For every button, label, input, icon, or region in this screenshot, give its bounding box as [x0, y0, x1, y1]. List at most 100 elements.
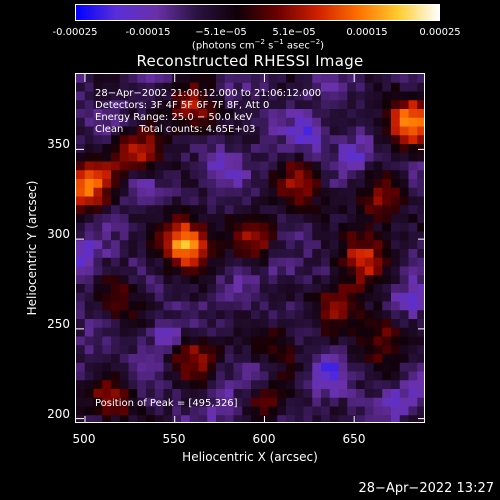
heatmap-cell — [277, 109, 287, 119]
heatmap-cell — [268, 196, 278, 206]
heatmap-cell — [84, 91, 95, 101]
heatmap-cell — [347, 214, 357, 224]
heatmap-cell — [119, 187, 130, 198]
heatmap-cell — [93, 109, 103, 119]
heatmap-cell — [181, 354, 191, 364]
heatmap-cell — [233, 196, 243, 206]
heatmap-cell — [364, 231, 375, 241]
heatmap-cell — [303, 397, 313, 408]
heatmap-cell — [163, 74, 173, 84]
heatmap-cell — [172, 310, 182, 320]
heatmap-cell — [408, 257, 418, 268]
heatmap-cell — [84, 336, 95, 346]
heatmap-cell — [189, 415, 200, 422]
heatmap-cell — [207, 214, 217, 224]
heatmap-cell — [277, 100, 287, 110]
heatmap-cell — [303, 117, 313, 128]
heatmap-cell — [119, 222, 130, 233]
heatmap-cell — [312, 362, 322, 373]
heatmap-cell — [216, 319, 226, 329]
heatmap-cell — [233, 389, 243, 399]
heatmap-cell — [163, 336, 173, 346]
heatmap-cell — [382, 310, 392, 320]
heatmap-cell — [216, 257, 226, 268]
heatmap-cell — [189, 161, 200, 171]
heatmap-cell — [163, 415, 173, 422]
heatmap-cell — [373, 380, 383, 390]
heatmap-cell — [312, 144, 322, 154]
heatmap-cell — [76, 371, 86, 381]
heatmap-cell — [102, 406, 112, 416]
heatmap-cell — [356, 266, 366, 276]
colorbar-tick-label: -0.00025 — [52, 27, 98, 38]
heatmap-cell — [233, 284, 243, 294]
heatmap-cell — [242, 144, 252, 154]
heatmap-cell — [391, 91, 401, 101]
heatmap-cell — [399, 336, 410, 346]
heatmap-cell — [294, 231, 305, 241]
heatmap-cell — [154, 196, 165, 206]
heatmap-cell — [303, 257, 313, 268]
heatmap-cell — [128, 327, 138, 338]
heatmap-cell — [417, 240, 424, 250]
heatmap-cell — [391, 249, 401, 259]
heatmap-cell — [373, 275, 383, 285]
heatmap-cell — [102, 117, 112, 128]
heatmap-cell — [312, 126, 322, 136]
heatmap-cell — [76, 406, 86, 416]
heatmap-cell — [242, 406, 252, 416]
heatmap-cell — [172, 82, 182, 93]
heatmap-cell — [382, 389, 392, 399]
heatmap-cell — [242, 257, 252, 268]
heatmap-cell — [294, 284, 305, 294]
heatmap-cell — [102, 397, 112, 408]
heatmap-cell — [233, 109, 243, 119]
heatmap-cell — [382, 152, 392, 163]
heatmap-cell — [154, 336, 165, 346]
heatmap-cell — [146, 345, 156, 355]
heatmap-cell — [128, 310, 138, 320]
heatmap-cell — [312, 231, 322, 241]
heatmap-cell — [286, 152, 296, 163]
heatmap-cell — [84, 117, 95, 128]
heatmap-cell — [408, 406, 418, 416]
heatmap-cell — [146, 415, 156, 422]
heatmap-cell — [128, 187, 138, 198]
heatmap-cell — [259, 91, 270, 101]
heatmap-cell — [277, 362, 287, 373]
heatmap-cell — [338, 117, 348, 128]
heatmap-cell — [329, 380, 340, 390]
heatmap-cell — [198, 415, 208, 422]
heatmap-cell — [93, 187, 103, 198]
heatmap-cell — [128, 362, 138, 373]
heatmap-cell — [242, 371, 252, 381]
heatmap-cell — [356, 284, 366, 294]
heatmap-cell — [417, 74, 424, 84]
heatmap-cell — [408, 249, 418, 259]
heatmap-cell — [119, 415, 130, 422]
heatmap-cell — [172, 284, 182, 294]
heatmap-cell — [111, 100, 121, 110]
heatmap-cell — [216, 196, 226, 206]
heatmap-cell — [251, 187, 261, 198]
heatmap-cell — [119, 371, 130, 381]
heatmap-cell — [277, 380, 287, 390]
heatmap-cell — [408, 135, 418, 145]
heatmap-cell — [321, 301, 331, 311]
heatmap-cell — [373, 144, 383, 154]
heatmap-cell — [356, 240, 366, 250]
heatmap-cell — [286, 371, 296, 381]
heatmap-cell — [84, 82, 95, 93]
heatmap-cell — [189, 319, 200, 329]
heatmap-cell — [259, 371, 270, 381]
heatmap-cell — [286, 82, 296, 93]
heatmap-cell — [207, 310, 217, 320]
heatmap-cell — [137, 196, 147, 206]
heatmap-cell — [277, 415, 287, 422]
heatmap-cell — [391, 415, 401, 422]
heatmap-cell — [119, 179, 130, 189]
heatmap-cell — [277, 240, 287, 250]
heatmap-cell — [391, 214, 401, 224]
heatmap-cell — [207, 275, 217, 285]
heatmap-cell — [224, 91, 235, 101]
